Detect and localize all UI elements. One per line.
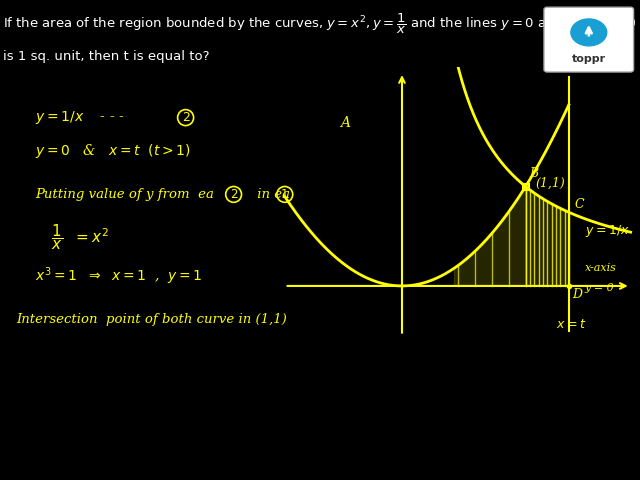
FancyBboxPatch shape	[544, 7, 634, 72]
Text: $y = 1/x$: $y = 1/x$	[585, 223, 630, 239]
Text: is 1 sq. unit, then t is equal to?: is 1 sq. unit, then t is equal to?	[3, 50, 210, 63]
Text: $y = 1/x$    - - -: $y = 1/x$ - - -	[35, 109, 125, 126]
Text: $\dfrac{1}{x}$  $= x^2$: $\dfrac{1}{x}$ $= x^2$	[51, 223, 109, 252]
Text: 2: 2	[230, 188, 237, 201]
Text: If the area of the region bounded by the curves, $y = x^2, y = \dfrac{1}{x}$ and: If the area of the region bounded by the…	[3, 12, 637, 36]
Text: toppr: toppr	[572, 54, 606, 64]
Text: (1,1): (1,1)	[536, 177, 565, 190]
Text: in ea: in ea	[253, 188, 290, 201]
Text: A: A	[340, 116, 350, 130]
Text: 2: 2	[182, 111, 189, 124]
Text: C: C	[575, 198, 584, 211]
Text: B: B	[529, 167, 538, 180]
Text: $y = 0$   &   $x = t$  $(t > 1)$: $y = 0$ & $x = t$ $(t > 1)$	[35, 142, 191, 160]
Text: D: D	[573, 288, 582, 301]
Text: x-axis: x-axis	[585, 263, 617, 273]
Text: Putting value of y from  ea: Putting value of y from ea	[35, 188, 214, 201]
Text: Intersection  point of both curve in (1,1): Intersection point of both curve in (1,1…	[16, 312, 287, 326]
Text: $x = t$: $x = t$	[556, 318, 587, 331]
Text: y = 0: y = 0	[585, 283, 614, 293]
Text: 1: 1	[281, 188, 289, 201]
Circle shape	[571, 19, 607, 46]
Text: $x^3 = 1$  $\Rightarrow$  $x = 1$  ,  $y = 1$: $x^3 = 1$ $\Rightarrow$ $x = 1$ , $y = 1…	[35, 265, 202, 287]
